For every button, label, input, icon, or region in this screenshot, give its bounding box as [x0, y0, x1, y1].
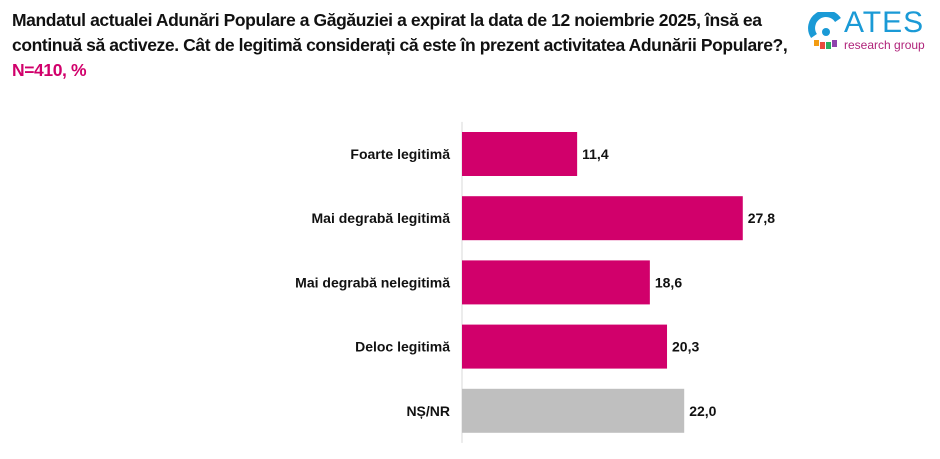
logo-subtext: research group	[844, 38, 925, 52]
ates-logo: ATES research group	[808, 6, 938, 58]
category-label: Mai degrabă nelegitimă	[295, 274, 450, 290]
category-label: Mai degrabă legitimă	[312, 210, 451, 226]
chart-title: Mandatul actualei Adunări Populare a Găg…	[12, 8, 802, 83]
title-text: Mandatul actualei Adunări Populare a Găg…	[12, 10, 788, 55]
category-label: Deloc legitimă	[355, 339, 450, 355]
data-label: 11,4	[582, 146, 609, 162]
logo-text: ATES	[844, 6, 925, 39]
data-label: 22,0	[689, 403, 716, 419]
bar	[462, 388, 685, 433]
bar	[462, 260, 650, 305]
data-label: 18,6	[655, 274, 682, 290]
category-label: Foarte legitimă	[350, 146, 450, 162]
sample-size: N=410, %	[12, 60, 87, 80]
data-label: 27,8	[748, 210, 775, 226]
category-label: NȘ/NR	[406, 403, 450, 419]
data-label: 20,3	[672, 339, 699, 355]
bar	[462, 324, 668, 369]
bar	[462, 132, 578, 176]
logo-icon	[808, 12, 841, 49]
bar	[462, 196, 743, 241]
